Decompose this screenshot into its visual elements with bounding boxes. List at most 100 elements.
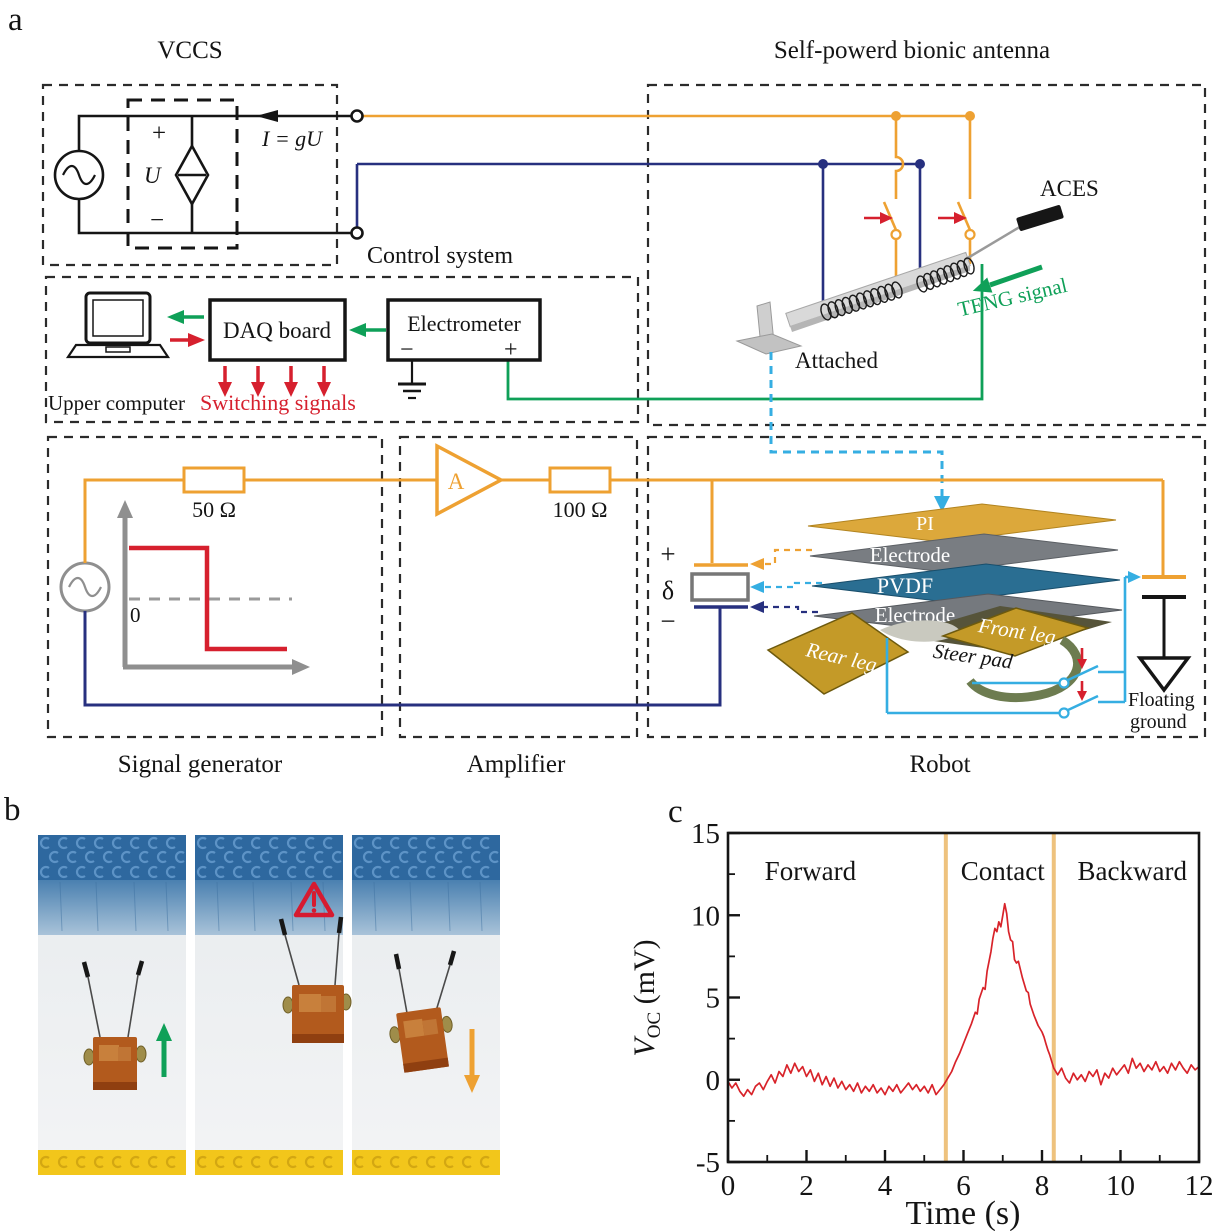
voc-curve: [727, 902, 1200, 1098]
robot-photo: [278, 916, 352, 1043]
photo-3-backward: [352, 835, 500, 1175]
lego-stud: [362, 850, 373, 864]
actuator-delta: δ: [662, 576, 674, 605]
lego-stud: [129, 836, 140, 850]
svg-text:ground: ground: [1130, 711, 1187, 733]
y-axis-title: VOC (mV): [628, 939, 665, 1056]
upper-computer-label: Upper computer: [48, 391, 185, 415]
ground-icon: [398, 360, 426, 400]
control-box: [44, 275, 640, 424]
lego-stud: [165, 865, 176, 879]
chart-region-labels: Forward Contact Backward: [765, 856, 1188, 886]
lego-stud: [138, 850, 149, 864]
piezo-actuator: + δ −: [660, 480, 750, 705]
lego-stud: [286, 865, 297, 879]
terminal-icon: [350, 226, 364, 240]
lego-stud: [57, 865, 68, 879]
lego-stud: [322, 1155, 333, 1169]
chart-plot-frame: [726, 831, 1201, 1164]
lego-stud: [268, 865, 279, 879]
region-label: Contact: [961, 856, 1045, 886]
lego-stud: [129, 865, 140, 879]
x-tick-label: 0: [721, 1170, 736, 1202]
lego-stud: [380, 850, 391, 864]
lego-stud: [75, 1155, 86, 1169]
electrometer-minus: −: [400, 337, 414, 363]
switch-icon: [938, 116, 976, 264]
antenna-tip: [336, 916, 344, 934]
lego-stud: [398, 850, 409, 864]
switching-signal-arrows-icon: [218, 366, 331, 397]
spring-loop: [855, 292, 868, 310]
x-tick-label: 10: [1106, 1170, 1135, 1202]
panel-b-photos: b: [4, 792, 500, 1175]
resistor-50-label: 50 Ω: [192, 497, 236, 522]
lego-stud: [147, 1155, 158, 1169]
step-signal-trace: [129, 545, 287, 652]
lego-stud: [443, 1155, 454, 1169]
lego-stud: [241, 850, 252, 864]
lego-stud: [111, 836, 122, 850]
robot-foot: [282, 996, 294, 1014]
switch-icon: [864, 116, 905, 291]
spring-loop: [936, 267, 948, 285]
lego-stud: [129, 1155, 140, 1169]
photo-2-contact: [195, 835, 352, 1175]
lego-stud: [268, 836, 279, 850]
lego-stud: [147, 836, 158, 850]
lego-wall-top: [38, 835, 186, 880]
lego-stud: [259, 850, 270, 864]
lego-stud: [75, 865, 86, 879]
scratch: [95, 881, 99, 932]
lego-stud: [407, 836, 418, 850]
lego-stud: [425, 836, 436, 850]
lego-stud: [461, 865, 472, 879]
switch-icon: [1058, 677, 1070, 689]
lego-stud: [470, 850, 481, 864]
robot-title: Robot: [909, 751, 970, 778]
lego-stud: [196, 865, 207, 879]
lego-stud: [102, 850, 113, 864]
spring-loop: [884, 283, 896, 301]
amplifier-gain-label: A: [448, 469, 465, 494]
lego-stud: [443, 836, 454, 850]
electrometer-box: [386, 298, 542, 362]
lego-stud: [461, 836, 472, 850]
vccs-circuit: + U − I = gU: [53, 98, 351, 250]
antenna-box: [646, 83, 1207, 427]
x-tick-label: 6: [956, 1170, 971, 1202]
spring-loop: [922, 272, 935, 291]
x-tick-label: 8: [1035, 1170, 1050, 1202]
antenna-tip: [393, 953, 402, 970]
antenna-wire: [334, 932, 340, 986]
antenna-wire: [435, 964, 451, 1012]
aces-handle-icon: [1016, 205, 1064, 231]
x-tick-label: 12: [1185, 1170, 1214, 1202]
lego-stud: [196, 836, 207, 850]
floating-ground-icon: Floating ground: [1128, 480, 1195, 733]
lego-stud: [250, 1155, 261, 1169]
lego-stud: [223, 850, 234, 864]
lego-stud: [286, 1155, 297, 1169]
actuator-plus: +: [660, 539, 675, 569]
lego-stud: [57, 836, 68, 850]
lego-stud: [434, 850, 445, 864]
lego-stud: [196, 1155, 207, 1169]
y-tick-label: 5: [706, 983, 721, 1015]
x-axis-title: Time (s): [906, 1195, 1021, 1231]
lego-stud: [353, 1155, 364, 1169]
lego-stud: [389, 1155, 400, 1169]
lego-stud: [39, 865, 50, 879]
antenna-bus-wires: [355, 111, 976, 309]
lego-stud: [214, 1155, 225, 1169]
vccs-u-label: U: [144, 163, 162, 188]
spring-loop: [943, 265, 955, 283]
resistor-50-icon: [182, 466, 246, 494]
lego-stud: [147, 865, 158, 879]
daq-board-label: DAQ board: [223, 318, 331, 343]
amplifier-title: Amplifier: [467, 751, 566, 778]
lego-stud: [407, 1155, 418, 1169]
lego-stud: [416, 850, 427, 864]
